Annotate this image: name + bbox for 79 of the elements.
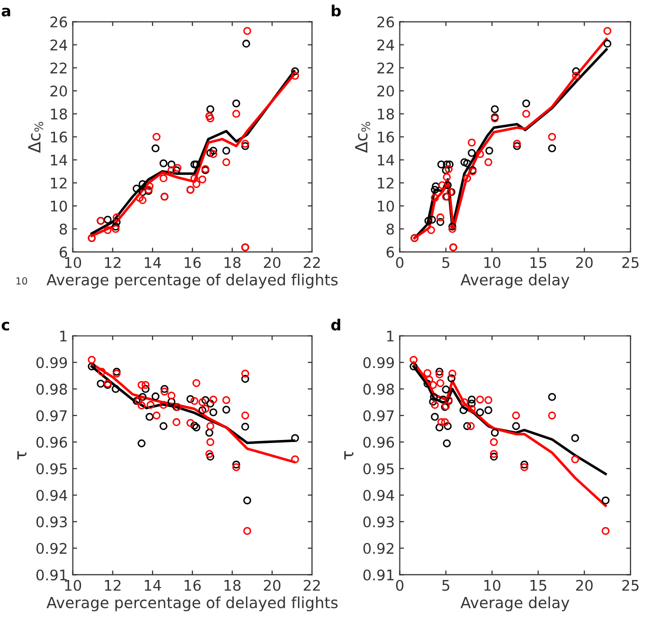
y-tick-label: 0.98 — [36, 384, 67, 395]
x-tick-label: 10 — [484, 580, 500, 591]
x-axis-title: Average delay — [460, 274, 570, 288]
x-tick-label: 14 — [144, 257, 161, 268]
y-tick-label: 6 — [386, 246, 394, 258]
x-axis-title: Average percentage of delayed flights — [46, 274, 338, 288]
y-tick-label: 18 — [378, 108, 394, 120]
y-axis-title: Δc$_{%}$ — [355, 122, 370, 153]
x-tick-label: 25 — [622, 580, 639, 591]
y-tick-label: 1 — [387, 330, 394, 342]
text: a — [2, 8, 10, 17]
x-tick-label: 5 — [442, 257, 450, 268]
y-tick-label: 22 — [377, 62, 394, 74]
y-tick-label: 0.98 — [363, 384, 394, 395]
x-tick-label: 0 — [396, 257, 404, 268]
y-tick-label: 20 — [377, 86, 394, 97]
y-tick-label: 10 — [50, 200, 67, 212]
y-tick-label: 14 — [50, 154, 68, 166]
y-tick-label: 0.92 — [363, 542, 394, 554]
y-tick-label: 24 — [377, 40, 394, 50]
x-tick-label: 22 — [304, 257, 320, 268]
x-tick-label: 20 — [264, 580, 280, 591]
y-tick-label: 0.93 — [36, 516, 67, 528]
y-tick-label: 16 — [50, 132, 68, 143]
y-tick-label: 8 — [386, 224, 394, 235]
y-tick-label: 10 — [378, 200, 394, 212]
x-tick-label: 5 — [442, 580, 450, 591]
y-axis-title: Δc$_{%}$ — [28, 122, 44, 153]
y-tick-label: 16 — [378, 132, 394, 143]
y-tick-label: 0.96 — [36, 436, 68, 448]
y-tick-label: 26 — [50, 16, 68, 28]
y-tick-label: 12 — [378, 178, 394, 188]
y-tick-label: 12 — [50, 178, 66, 188]
x-tick-label: 20 — [576, 257, 593, 268]
y-tick-label: 26 — [377, 16, 394, 28]
y-tick-label: 8 — [60, 224, 67, 235]
text: c — [2, 322, 10, 331]
y-tick-label: 0.97 — [36, 410, 67, 422]
x-tick-label: 20 — [576, 580, 593, 591]
y-tick-label: 18 — [50, 108, 67, 120]
y-axis-title: τ — [17, 451, 26, 460]
x-tick-label: 20 — [264, 257, 280, 268]
x-tick-label: 18 — [224, 257, 241, 268]
y-tick-label: 6 — [60, 246, 68, 258]
x-tick-label: 14 — [144, 580, 161, 591]
y-tick-label: 0.97 — [363, 410, 394, 422]
x-tick-label: 15 — [530, 257, 546, 268]
x-tick-label: 25 — [622, 257, 639, 268]
x-tick-label: 12 — [104, 580, 120, 591]
y-tick-label: 0.92 — [36, 542, 66, 554]
y-axis-title: τ — [344, 451, 354, 460]
y-tick-label: 20 — [50, 86, 67, 97]
y-tick-label: 0.91 — [36, 569, 67, 580]
y-tick-label: 22 — [50, 62, 66, 74]
y-tick-label: 14 — [378, 154, 394, 166]
y-tick-label: 24 — [50, 40, 68, 50]
x-tick-label: 10 — [484, 257, 500, 268]
y-tick-label: 0.95 — [36, 463, 67, 474]
x-tick-label: 0 — [396, 580, 404, 591]
y-tick-label: 0.93 — [363, 516, 394, 528]
y-tick-label: 0.96 — [363, 436, 394, 448]
x-axis-title: Average percentage of delayed flights — [46, 596, 338, 612]
y-tick-label: 0.94 — [36, 490, 68, 501]
text: 10 — [16, 277, 28, 285]
y-tick-label: 0.94 — [363, 490, 394, 501]
y-tick-label: 0.95 — [363, 463, 394, 474]
x-tick-label: 22 — [304, 580, 320, 591]
y-tick-label: 0.99 — [363, 357, 394, 368]
text: b — [332, 4, 341, 17]
y-tick-label: 0.99 — [36, 357, 67, 368]
y-tick-label: 0.91 — [363, 569, 394, 580]
y-tick-label: 1 — [60, 330, 67, 342]
x-tick-label: 15 — [530, 580, 546, 591]
x-tick-label: 16 — [184, 580, 201, 591]
x-tick-label: 12 — [104, 257, 120, 268]
x-tick-label: 16 — [184, 257, 201, 268]
text: d — [331, 318, 340, 331]
x-tick-label: 18 — [224, 580, 241, 591]
x-axis-title: Average delay — [460, 596, 570, 612]
